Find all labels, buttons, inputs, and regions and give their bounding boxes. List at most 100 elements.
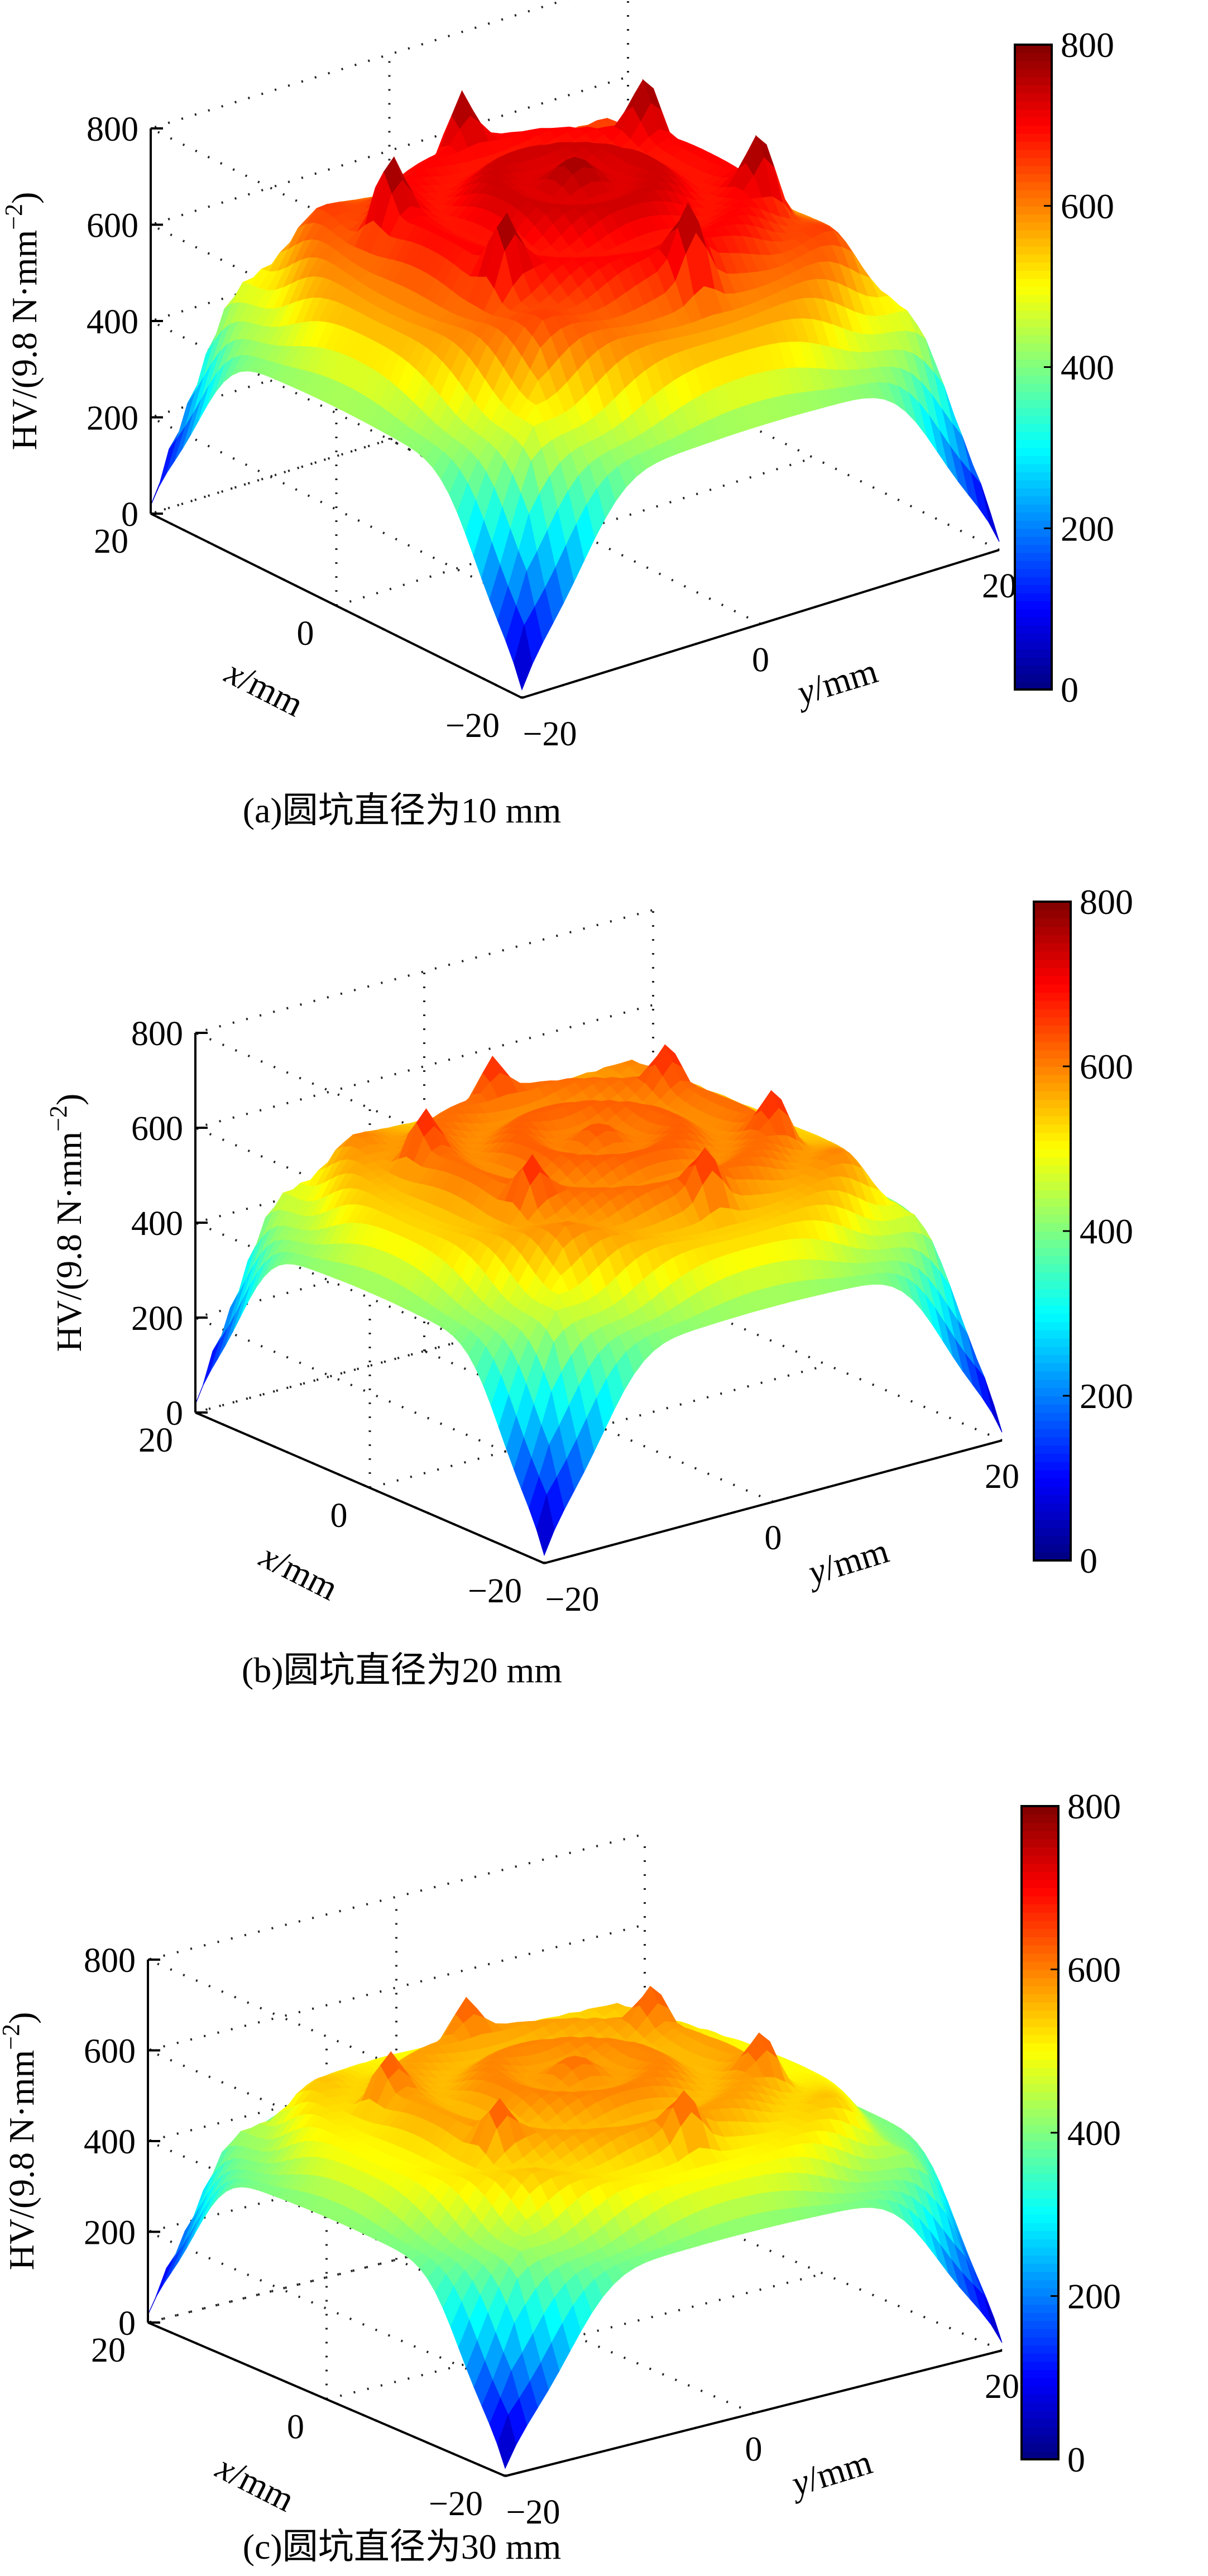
colorbar-swatch (1015, 109, 1052, 118)
colorbar-swatch (1034, 1321, 1071, 1330)
colorbar-swatch (1015, 561, 1052, 569)
colorbar-swatch (1015, 343, 1052, 352)
chart-a-z-label-close: ) (4, 192, 44, 204)
colorbar-swatch (1015, 407, 1052, 416)
chart-a-colorbar-tick-label: 800 (1061, 25, 1114, 65)
colorbar-swatch (1015, 238, 1052, 247)
colorbar-swatch (1034, 1124, 1071, 1133)
colorbar-swatch (1015, 496, 1052, 505)
colorbar-swatch (1015, 528, 1052, 537)
colorbar-swatch (1015, 101, 1052, 110)
colorbar-swatch (1034, 1486, 1071, 1495)
chart-a-y-label-unit: /mm (808, 651, 882, 708)
colorbar-swatch (1034, 1354, 1071, 1363)
colorbar-swatch (1034, 942, 1071, 952)
colorbar-swatch (1015, 133, 1052, 142)
colorbar-swatch (1034, 1247, 1071, 1257)
chart-panel-c: 0 200 400 600 800 20 0 −20 −20 0 20 x/mm y/mm HV/(9.8… (0, 1708, 1208, 2576)
colorbar-swatch (1034, 1478, 1071, 1487)
colorbar-swatch (1015, 536, 1052, 545)
colorbar-swatch (1034, 1371, 1071, 1380)
colorbar-swatch (1015, 504, 1052, 513)
chart-a-y-label: y/mm (789, 651, 882, 714)
colorbar-swatch (1034, 1313, 1071, 1323)
colorbar-swatch (1015, 174, 1052, 183)
chart-a-z-tick-label: 800 (87, 111, 138, 149)
chart-b-x-tick-label: 20 (138, 1421, 173, 1459)
colorbar-swatch (1015, 181, 1052, 190)
colorbar-swatch (1034, 1017, 1071, 1026)
colorbar-swatch (1034, 909, 1071, 919)
colorbar-swatch (1034, 1535, 1071, 1545)
colorbar-swatch (1034, 1000, 1071, 1009)
chart-b-y-label-unit: /mm (819, 1530, 893, 1587)
chart-b-z-tick-label: 800 (131, 1015, 183, 1053)
colorbar-swatch (1015, 592, 1052, 601)
surface-facet (513, 625, 533, 691)
chart-b-colorbar-tick-label: 200 (1080, 1376, 1133, 1416)
colorbar-swatch (1015, 205, 1052, 214)
chart-b-z-tick-label: 0 (166, 1395, 183, 1433)
colorbar-swatch (1034, 1519, 1071, 1528)
colorbar-swatch (1015, 520, 1052, 529)
colorbar-swatch (1015, 69, 1052, 78)
colorbar-swatch (1015, 649, 1052, 658)
chart-panel-b: 0 200 400 600 800 20 0 −20 −20 0 20 x/mm y/mm HV/(9.8… (0, 854, 1208, 1708)
colorbar-swatch (1015, 383, 1052, 392)
colorbar-swatch (1015, 270, 1052, 279)
colorbar-swatch (1034, 1041, 1071, 1051)
colorbar-swatch (1015, 456, 1052, 465)
chart-b-z-label: HV/(9.8 N·mm−2) (45, 1094, 89, 1352)
chart-b-z-tick-label: 600 (131, 1110, 183, 1148)
colorbar-swatch (1034, 1363, 1071, 1372)
colorbar-swatch (1034, 1239, 1071, 1248)
colorbar-swatch (1015, 222, 1052, 231)
colorbar-swatch (1015, 310, 1052, 319)
chart-b-x-tick-label: 0 (330, 1497, 348, 1535)
colorbar-swatch (1015, 125, 1052, 134)
colorbar-swatch (1015, 439, 1052, 448)
colorbar-swatch (1034, 902, 1071, 911)
colorbar-swatch (1015, 189, 1052, 199)
colorbar-swatch (1034, 1206, 1071, 1215)
chart-b-z-tick-label: 400 (131, 1205, 183, 1243)
colorbar-swatch (1015, 423, 1052, 432)
colorbar-swatch (1034, 1445, 1071, 1454)
colorbar-swatch (1034, 1437, 1071, 1446)
chart-b-colorbar-tick-label: 400 (1080, 1212, 1133, 1251)
colorbar-swatch (1015, 85, 1052, 94)
chart-a-z-tick-label: 600 (87, 207, 138, 245)
colorbar-swatch (1015, 552, 1052, 561)
chart-a-x-axis-line (150, 513, 522, 699)
colorbar-swatch (1034, 1511, 1071, 1520)
colorbar-swatch (1015, 617, 1052, 626)
colorbar-swatch (1015, 367, 1052, 376)
colorbar-swatch (1015, 60, 1052, 70)
colorbar-swatch (1034, 1469, 1071, 1479)
colorbar-swatch (1034, 1058, 1071, 1067)
colorbar-swatch (1034, 1099, 1071, 1108)
colorbar-swatch (1034, 918, 1071, 927)
colorbar-swatch (1034, 1107, 1071, 1117)
colorbar-swatch (1034, 1066, 1071, 1075)
chart-b-z-label-text: HV/(9.8 N·mm (49, 1132, 89, 1352)
colorbar-swatch (1015, 76, 1052, 85)
chart-b-y-tick-label: 20 (985, 1458, 1019, 1496)
colorbar-swatch (1034, 951, 1071, 960)
colorbar-swatch (1034, 1091, 1071, 1100)
colorbar-swatch (1015, 568, 1052, 577)
chart-a-colorbar-tick-label: 0 (1061, 670, 1078, 710)
colorbar-swatch (1015, 45, 1052, 54)
colorbar-swatch (1015, 609, 1052, 617)
colorbar-swatch (1034, 1544, 1071, 1553)
colorbar-swatch (1015, 641, 1052, 650)
colorbar-swatch (1015, 657, 1052, 666)
chart-b-x-tick-label: −20 (468, 1572, 522, 1610)
colorbar-swatch (1015, 149, 1052, 158)
colorbar-swatch (1034, 1115, 1071, 1125)
chart-a-y-tick-label: 20 (982, 567, 1017, 605)
colorbar-swatch (1015, 52, 1052, 61)
